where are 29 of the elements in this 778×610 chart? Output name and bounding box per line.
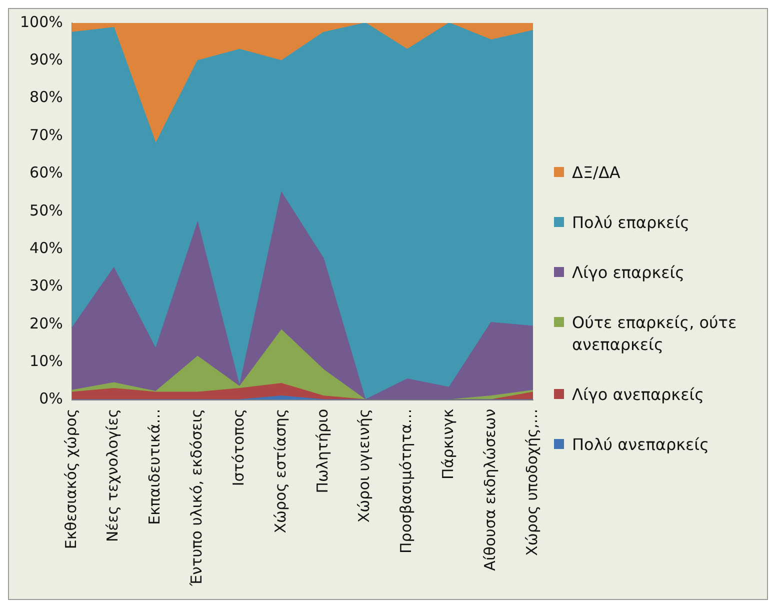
y-tick-label: 40% [30, 238, 63, 257]
x-tick-label: Χώρος εστίασης [271, 408, 290, 534]
x-tick-label: Εκπαιδευτικά… [146, 408, 164, 525]
y-tick-label: 100% [20, 12, 63, 31]
x-tick-label: Χώροι υγιεινής [355, 408, 374, 523]
x-tick-label: Χώρος υποδοχής,… [522, 408, 541, 556]
y-tick-label: 60% [30, 164, 63, 182]
legend-label: Πολύ επαρκείς [572, 212, 690, 234]
y-tick-label: 0% [39, 390, 63, 408]
x-tick-label: Πωλητήριο [313, 408, 332, 494]
legend-label: Λίγο επαρκείς [572, 262, 685, 284]
y-tick-label: 30% [30, 276, 63, 295]
x-tick-label: Έντυπο υλικό, εκδόσεις [188, 408, 206, 588]
y-tick-label: 90% [30, 50, 63, 69]
y-tick-label: 20% [30, 314, 63, 332]
y-tick-label: 80% [30, 88, 63, 106]
x-tick-label: Αίθουσα εκδηλώσεων [480, 408, 499, 571]
x-tick-label: Προσβασιμότητα… [397, 408, 416, 554]
x-tick-label: Πάρκινγκ [439, 408, 458, 480]
legend-label: Λίγο ανεπαρκείς [572, 384, 704, 406]
x-tick-label: Ιστότοπος [229, 408, 248, 486]
y-tick-label: 70% [30, 126, 63, 144]
legend-label: Ούτε επαρκείς, ούτε ανεπαρκείς [572, 312, 738, 356]
legend-label: ΔΞ/ΔΑ [572, 162, 620, 184]
y-tick-label: 10% [30, 352, 63, 370]
y-tick-label: 50% [30, 201, 63, 220]
legend-label: Πολύ ανεπαρκείς [572, 434, 709, 456]
x-tick-label: Νέες τεχνολογίες [104, 408, 122, 542]
x-tick-label: Εκθεσιακός χώρος [62, 408, 80, 550]
